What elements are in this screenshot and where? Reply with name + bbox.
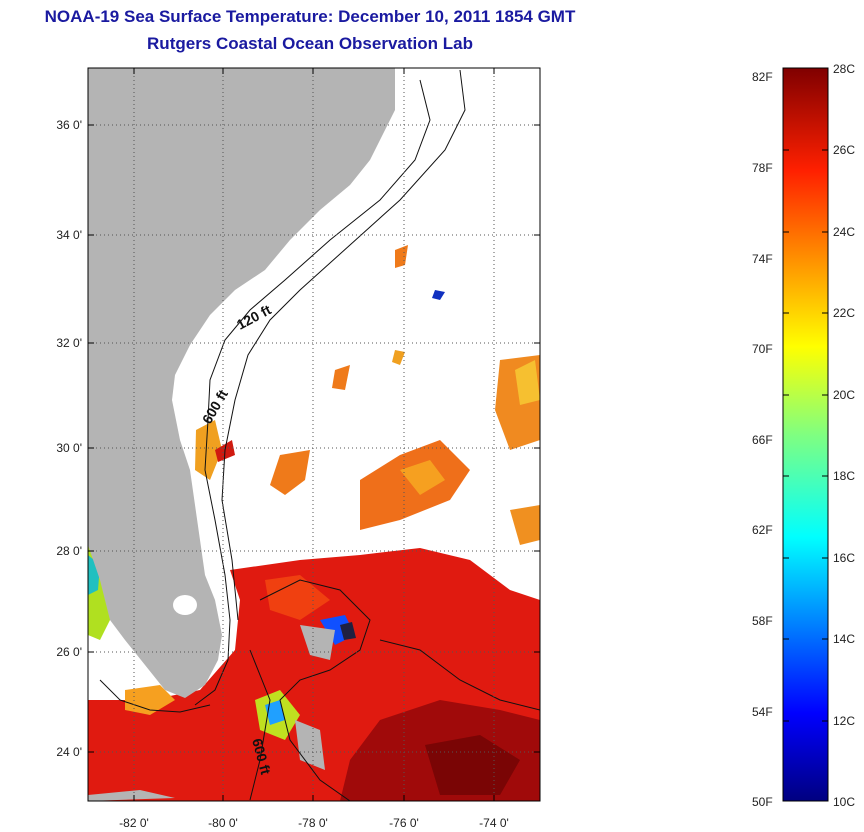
colorbar-label-74f: 74F <box>752 252 773 266</box>
colorbar-label-54f: 54F <box>752 705 773 719</box>
colorbar-label-18c: 18C <box>833 469 856 483</box>
colorbar-label-10c: 10C <box>833 795 856 809</box>
colorbar-label-58f: 58F <box>752 614 773 628</box>
colorbar-label-14c: 14C <box>833 632 856 646</box>
colorbar-label-50f: 50F <box>752 795 773 809</box>
colorbar-label-28c: 28C <box>833 62 856 76</box>
lon-label-80: -80 0' <box>208 816 238 830</box>
lat-label-32: 32 0' <box>56 336 82 350</box>
colorbar-label-70f: 70F <box>752 342 773 356</box>
lake-okeechobee <box>173 595 197 615</box>
lon-label-74: -74 0' <box>479 816 509 830</box>
colorbar-label-20c: 20C <box>833 388 856 402</box>
bahamas-island <box>300 625 335 660</box>
bathymetry-contours <box>99 69 540 801</box>
lat-label-26: 26 0' <box>56 645 82 659</box>
axis-ticks <box>88 68 540 801</box>
lon-label-76: -76 0' <box>389 816 419 830</box>
colorbar-label-12c: 12C <box>833 714 856 728</box>
cuba-coast <box>88 790 175 801</box>
map-title: NOAA-19 Sea Surface Temperature: Decembe… <box>44 7 576 26</box>
lat-label-30: 30 0' <box>56 441 82 455</box>
lat-label-34: 34 0' <box>56 228 82 242</box>
land-mass <box>88 68 395 698</box>
colorbar-label-22c: 22C <box>833 306 856 320</box>
colorbar-label-62f: 62F <box>752 523 773 537</box>
lat-label-36: 36 0' <box>56 118 82 132</box>
lat-label-24: 24 0' <box>56 745 82 759</box>
colorbar-label-78f: 78F <box>752 161 773 175</box>
lon-label-82: -82 0' <box>119 816 149 830</box>
map-subtitle: Rutgers Coastal Ocean Observation Lab <box>147 34 473 53</box>
colorbar-label-66f: 66F <box>752 433 773 447</box>
grid-lines <box>88 68 540 801</box>
lat-label-28: 28 0' <box>56 544 82 558</box>
colorbar <box>782 67 829 802</box>
colorbar-label-16c: 16C <box>833 551 856 565</box>
andros-island <box>295 720 325 770</box>
sst-data-layer <box>88 245 540 801</box>
map-frame <box>87 67 541 802</box>
colorbar-ticks <box>783 149 828 722</box>
colorbar-label-82f: 82F <box>752 70 773 84</box>
colorbar-label-24c: 24C <box>833 225 856 239</box>
colorbar-label-26c: 26C <box>833 143 856 157</box>
lon-label-78: -78 0' <box>298 816 328 830</box>
